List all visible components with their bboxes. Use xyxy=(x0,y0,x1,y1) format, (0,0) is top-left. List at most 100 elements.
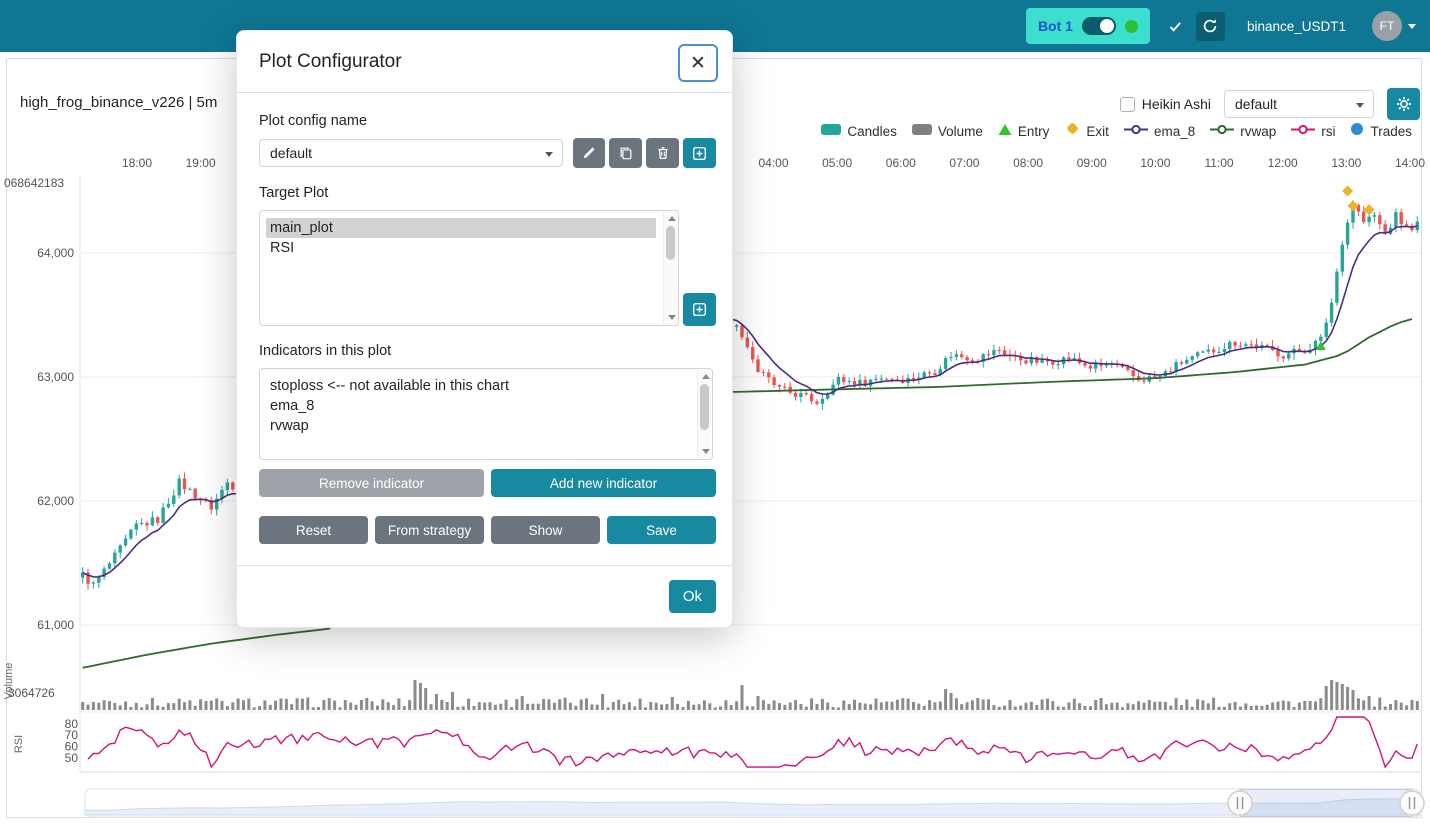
save-button[interactable]: Save xyxy=(607,516,716,544)
legend-item-rvwap[interactable]: rvwap xyxy=(1210,123,1276,141)
svg-text:12:00: 12:00 xyxy=(1268,156,1298,170)
svg-text:61,000: 61,000 xyxy=(37,618,74,632)
indicator-item[interactable]: rvwap xyxy=(270,418,309,434)
svg-text:19:00: 19:00 xyxy=(186,156,216,170)
indicator-buttons-row: Remove indicator Add new indicator xyxy=(259,469,716,497)
scroll-up-icon[interactable] xyxy=(702,374,710,379)
indicator-item[interactable]: stoploss <-- not available in this chart xyxy=(270,378,509,394)
pencil-icon xyxy=(583,147,595,159)
svg-text:RSI: RSI xyxy=(13,735,25,753)
scroll-down-icon[interactable] xyxy=(702,449,710,454)
edit-config-button[interactable] xyxy=(572,138,606,168)
chevron-down-icon xyxy=(1408,23,1416,29)
svg-text:14:00: 14:00 xyxy=(1395,156,1425,170)
close-button[interactable]: ✕ xyxy=(678,44,718,82)
heikin-ashi-checkbox[interactable] xyxy=(1119,96,1135,112)
legend-item-volume[interactable]: Volume xyxy=(911,123,983,141)
plot-configurator-modal: Plot Configurator ✕ Plot config name def… xyxy=(236,30,733,628)
svg-text:07:00: 07:00 xyxy=(949,156,979,170)
from-strategy-button[interactable]: From strategy xyxy=(375,516,484,544)
svg-text:64,000: 64,000 xyxy=(37,246,74,260)
scroll-thumb[interactable] xyxy=(666,226,676,260)
svg-text:Volume: Volume xyxy=(3,663,15,700)
pair-label: binance_USDT1 xyxy=(1246,18,1346,34)
config-name-select[interactable]: default xyxy=(259,139,563,167)
plus-square-icon xyxy=(693,146,707,160)
reset-button[interactable]: Reset xyxy=(259,516,368,544)
svg-text:50: 50 xyxy=(65,751,79,765)
indicators-label: Indicators in this plot xyxy=(259,343,392,359)
indicator-item[interactable]: ema_8 xyxy=(270,398,315,414)
user-menu[interactable]: FT xyxy=(1372,11,1416,41)
trash-icon xyxy=(657,147,668,159)
target-plot-list[interactable]: main_plot RSI xyxy=(259,210,680,326)
svg-text:18:00: 18:00 xyxy=(122,156,152,170)
modal-body: Plot config name default xyxy=(237,93,732,544)
add-config-button[interactable] xyxy=(683,138,716,168)
legend-item-entry[interactable]: Entry xyxy=(998,123,1049,141)
avatar[interactable]: FT xyxy=(1372,11,1402,41)
legend-item-rsi[interactable]: rsi xyxy=(1291,123,1335,141)
config-name-label: Plot config name xyxy=(259,113,368,129)
indicators-list[interactable]: stoploss <-- not available in this chart… xyxy=(259,368,713,460)
svg-text:13:00: 13:00 xyxy=(1331,156,1361,170)
scroll-up-icon[interactable] xyxy=(668,216,677,221)
check-icon xyxy=(1168,18,1184,34)
heikin-ashi-label: Heikin Ashi xyxy=(1141,96,1211,112)
refresh-button[interactable] xyxy=(1195,11,1225,41)
add-new-indicator-button[interactable]: Add new indicator xyxy=(491,469,716,497)
show-button[interactable]: Show xyxy=(491,516,600,544)
svg-text:068642183: 068642183 xyxy=(4,176,64,190)
modal-title: Plot Configurator xyxy=(259,51,402,72)
legend-item-ema_8[interactable]: ema_8 xyxy=(1123,123,1195,141)
svg-text:06:00: 06:00 xyxy=(886,156,916,170)
scrollbar[interactable] xyxy=(663,212,678,324)
config-buttons-row: Reset From strategy Show Save xyxy=(259,516,716,544)
rvwap-legend-icon xyxy=(1210,123,1235,141)
svg-text:09:00: 09:00 xyxy=(1077,156,1107,170)
svg-text:80: 80 xyxy=(65,717,79,731)
heikin-ashi-control[interactable]: Heikin Ashi xyxy=(1119,96,1211,112)
modal-footer: Ok xyxy=(237,565,732,627)
plot-config-select[interactable]: default xyxy=(1224,90,1374,118)
duplicate-config-button[interactable] xyxy=(609,138,643,168)
chart-legend: Candles Volume Entry Exit ema_8 rvwap rsi Trade… xyxy=(821,122,1412,141)
scroll-thumb[interactable] xyxy=(700,384,709,430)
legend-item-candles[interactable]: Candles xyxy=(821,123,897,141)
ok-button[interactable]: Ok xyxy=(668,580,716,613)
copy-icon xyxy=(620,147,632,160)
config-name-value: default xyxy=(270,145,313,161)
bot-selector-button[interactable]: Bot 1 xyxy=(1025,8,1150,44)
svg-text:08:00: 08:00 xyxy=(1013,156,1043,170)
chevron-down-icon xyxy=(1356,103,1364,108)
svg-text:11:00: 11:00 xyxy=(1204,156,1233,170)
toggle-knob xyxy=(1099,19,1114,33)
ema_8-legend-icon xyxy=(1123,123,1148,141)
add-plot-button[interactable] xyxy=(683,293,716,326)
candles-legend-icon xyxy=(821,123,842,141)
legend-item-trades[interactable]: Trades xyxy=(1350,122,1412,141)
target-plot-row: main_plot RSI xyxy=(259,210,716,326)
bot-status-dot xyxy=(1124,19,1138,33)
chart-controls: Heikin Ashi default xyxy=(1119,88,1420,120)
svg-text:05:00: 05:00 xyxy=(822,156,852,170)
scroll-down-icon[interactable] xyxy=(668,315,677,320)
chart-settings-button[interactable] xyxy=(1387,88,1420,120)
svg-text:70: 70 xyxy=(65,728,79,742)
remove-indicator-button[interactable]: Remove indicator xyxy=(259,469,484,497)
svg-text:62,000: 62,000 xyxy=(37,494,74,508)
target-plot-item-selected[interactable]: main_plot xyxy=(266,218,657,238)
refresh-icon xyxy=(1204,19,1217,33)
legend-item-exit[interactable]: Exit xyxy=(1064,122,1109,141)
target-plot-label: Target Plot xyxy=(259,185,329,201)
plus-square-icon xyxy=(693,302,707,317)
gear-icon xyxy=(1396,97,1411,111)
navbar-right-cluster: Bot 1 binance_USDT1 FT xyxy=(1025,8,1416,44)
rsi-legend-icon xyxy=(1291,123,1316,141)
close-icon: ✕ xyxy=(690,52,706,74)
exit-legend-icon xyxy=(1064,122,1080,141)
target-plot-item[interactable]: RSI xyxy=(270,240,295,256)
scrollbar[interactable] xyxy=(697,370,711,458)
delete-config-button[interactable] xyxy=(646,138,680,168)
bot-toggle[interactable] xyxy=(1081,17,1116,35)
